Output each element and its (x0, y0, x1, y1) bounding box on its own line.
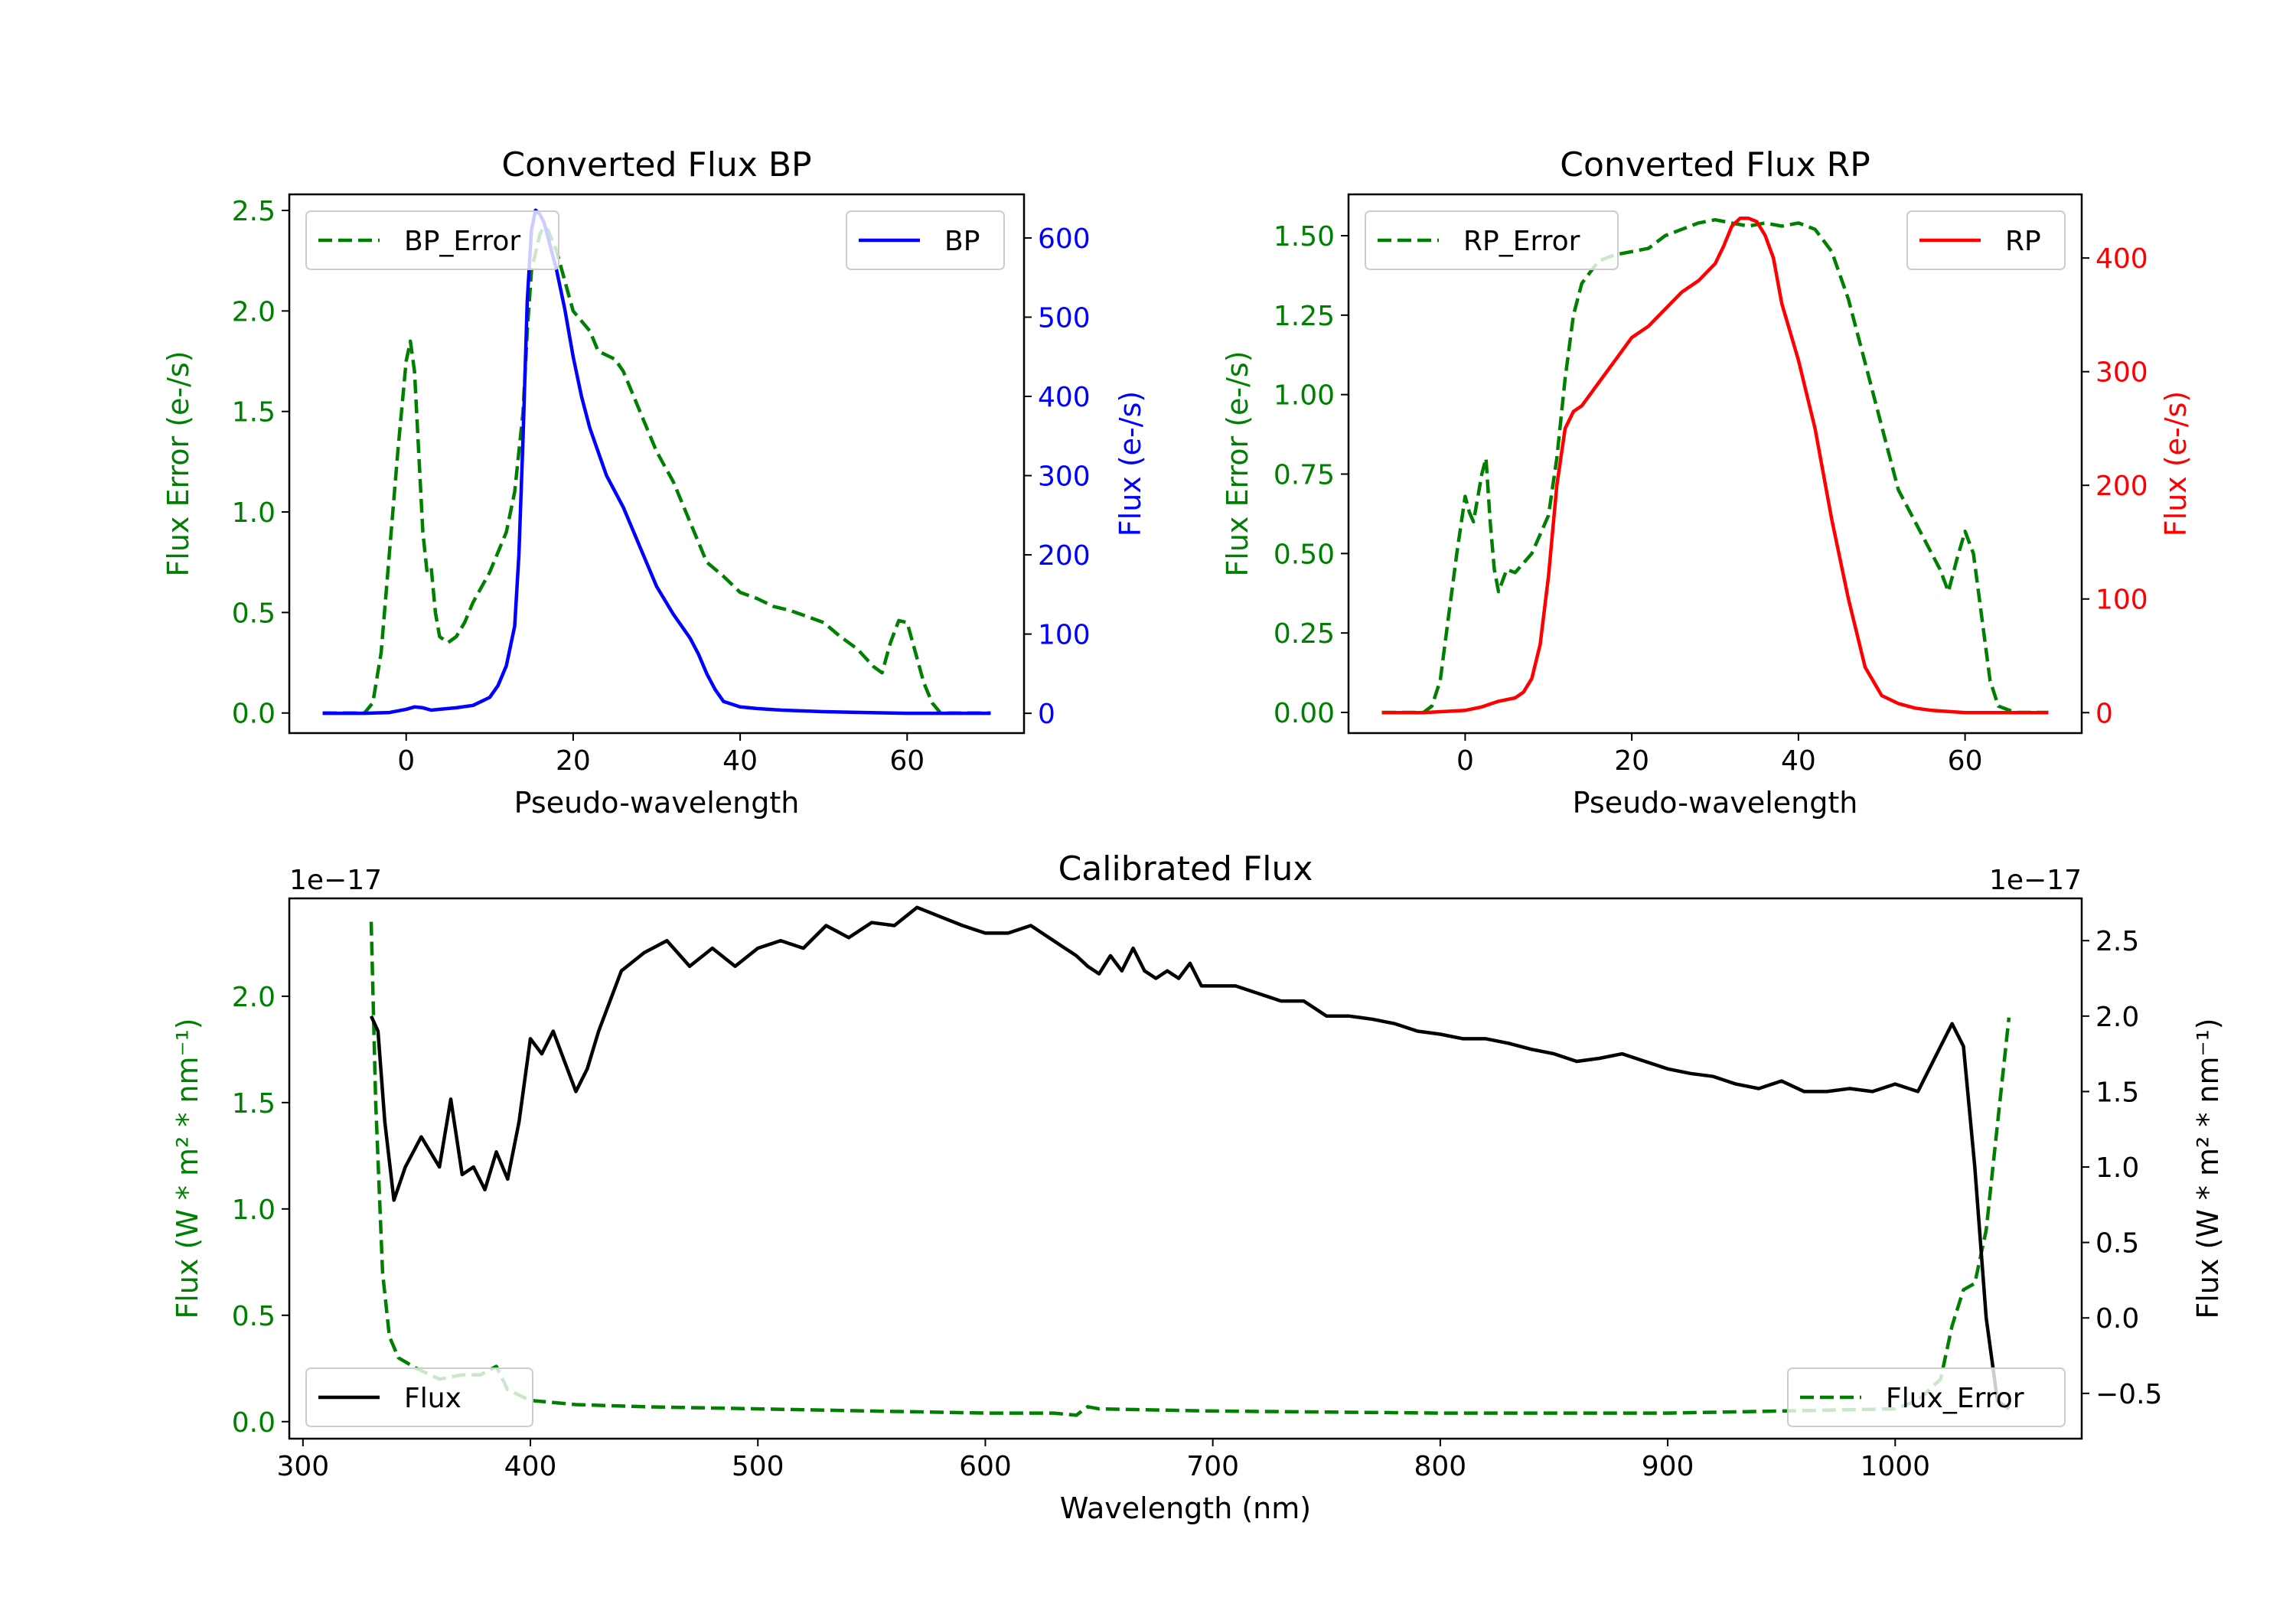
chart-title: Converted Flux BP (501, 145, 811, 184)
calibrated-panel: 300 400 500 600 700 800 900 1000 0.0 0.5 1.0 1.5 2.0… (171, 849, 2225, 1525)
y-right-tick-label: 400 (2095, 243, 2148, 275)
series-line-rp-error (1381, 217, 2049, 715)
y-left-tick-label: 2.5 (232, 196, 276, 227)
x-tick-label: 800 (1414, 1451, 1467, 1482)
y-right-axis-label: Flux (W * m² * nm⁻¹) (2191, 1018, 2225, 1319)
y-left-tick-label: 0.0 (232, 699, 276, 730)
axes-frame (288, 897, 2083, 1440)
y-left-tick-label: 0.75 (1274, 459, 1335, 491)
y-right-tick-label: 100 (1038, 620, 1091, 651)
legend-box (305, 1367, 533, 1427)
x-tick-label: 900 (1642, 1451, 1694, 1482)
rp-panel: 0 20 40 60 0.00 0.25 0.50 0.75 1.00 1.25 1.50 0 100 2… (1221, 145, 2193, 820)
x-axis-label: Wavelength (nm) (1060, 1491, 1311, 1525)
y-left-axis-label: Flux Error (e-/s) (161, 350, 195, 576)
y-right-tick-label: 1.0 (2095, 1152, 2139, 1184)
x-tick-label: 40 (1781, 745, 1816, 777)
y-right-tick-label: 100 (2095, 585, 2148, 616)
chart-title: Calibrated Flux (1058, 849, 1313, 888)
legend-box (1787, 1367, 2066, 1427)
legend-label: BP (944, 226, 980, 257)
x-tick-label: 60 (889, 745, 925, 777)
y-left-tick-label: 1.00 (1274, 380, 1335, 412)
y-right-axis-label: Flux (e-/s) (2159, 391, 2193, 536)
x-tick-label: 1000 (1860, 1451, 1930, 1482)
y-left-tick-label: 2.0 (232, 982, 276, 1013)
y-right-tick-label: 0.5 (2095, 1228, 2139, 1260)
y-left-tick-label: 0.0 (232, 1407, 276, 1439)
offset-right-label: 1e−17 (1989, 865, 2082, 896)
legend-box (1906, 210, 2066, 270)
y-left-tick-label: 1.25 (1274, 301, 1335, 332)
y-left-tick-label: 1.0 (232, 497, 276, 529)
x-axis-label: Pseudo-wavelength (514, 786, 800, 820)
y-left-axis-label: Flux Error (e-/s) (1221, 350, 1254, 576)
legend-label: Flux_Error (1886, 1383, 2024, 1414)
y-right-tick-label: 300 (1038, 461, 1091, 493)
y-left-tick-label: 1.0 (232, 1195, 276, 1226)
y-right-tick-label: 200 (2095, 471, 2148, 502)
legend-label: Flux (404, 1383, 461, 1414)
y-left-tick-label: 0.5 (232, 1301, 276, 1332)
y-right-tick-label: 0 (2095, 698, 2113, 729)
series-line-flux (369, 905, 2011, 1410)
x-tick-label: 700 (1186, 1451, 1239, 1482)
y-left-tick-label: 0.25 (1274, 618, 1335, 650)
series-line-bp-error (322, 224, 991, 715)
legend-label: RP_Error (1463, 226, 1580, 257)
y-right-tick-label: 500 (1038, 302, 1091, 334)
y-right-tick-label: 400 (1038, 382, 1091, 413)
x-tick-label: 60 (1948, 745, 1983, 777)
y-right-tick-label: −0.5 (2095, 1379, 2162, 1410)
x-tick-label: 0 (1456, 745, 1474, 777)
x-tick-label: 400 (504, 1451, 557, 1482)
series-line-rp (1381, 216, 2049, 715)
axes-frame (1347, 193, 2083, 735)
series-line-flux-error (369, 921, 2011, 1417)
y-left-tick-label: 2.0 (232, 296, 276, 328)
y-left-tick-label: 1.5 (232, 397, 276, 429)
y-left-axis-label: Flux (W * m² * nm⁻¹) (171, 1018, 204, 1319)
y-left-tick-label: 1.5 (232, 1088, 276, 1120)
x-tick-label: 500 (732, 1451, 784, 1482)
x-tick-label: 20 (1614, 745, 1649, 777)
x-tick-label: 40 (722, 745, 758, 777)
y-right-tick-label: 0 (1038, 699, 1055, 730)
x-tick-label: 0 (397, 745, 415, 777)
chart-title: Converted Flux RP (1560, 145, 1870, 184)
axes-frame (288, 193, 1026, 735)
legend-box (305, 210, 559, 270)
x-tick-label: 300 (276, 1451, 329, 1482)
y-left-tick-label: 0.5 (232, 598, 276, 629)
y-right-tick-label: 2.5 (2095, 926, 2139, 957)
offset-left-label: 1e−17 (289, 865, 382, 896)
legend-box (1365, 210, 1619, 270)
legend-label: BP_Error (404, 226, 520, 257)
y-right-tick-label: 300 (2095, 357, 2148, 389)
series-line-bp (322, 208, 991, 715)
y-right-tick-label: 2.0 (2095, 1002, 2139, 1033)
y-right-tick-label: 1.5 (2095, 1077, 2139, 1108)
y-left-tick-label: 0.00 (1274, 698, 1335, 729)
y-left-tick-label: 1.50 (1274, 221, 1335, 253)
bp-panel: 0 20 40 60 0.0 0.5 1.0 1.5 2.0 2.5 0 100 200 300 400 50… (161, 145, 1147, 820)
y-right-axis-label: Flux (e-/s) (1114, 391, 1147, 536)
y-left-tick-label: 0.50 (1274, 539, 1335, 570)
y-right-tick-label: 200 (1038, 540, 1091, 572)
legend-box (846, 210, 1005, 270)
legend-label: RP (2005, 226, 2041, 257)
x-tick-label: 600 (959, 1451, 1012, 1482)
y-right-tick-label: 0.0 (2095, 1303, 2139, 1335)
y-right-tick-label: 600 (1038, 223, 1091, 255)
x-tick-label: 20 (556, 745, 591, 777)
x-axis-label: Pseudo-wavelength (1573, 786, 1858, 820)
